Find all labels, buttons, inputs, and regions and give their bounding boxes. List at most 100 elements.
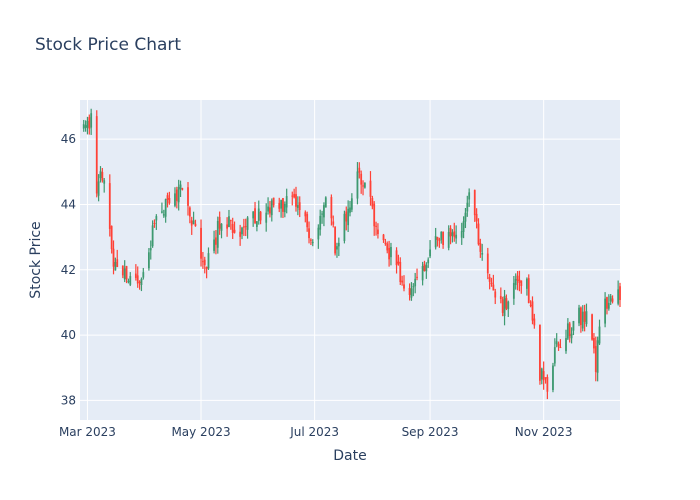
candle-body-decreasing xyxy=(116,259,119,267)
candle-body-increasing xyxy=(421,265,424,281)
candle-body-decreasing xyxy=(442,231,445,246)
candle-body-increasing xyxy=(317,227,320,240)
candle-body-decreasing xyxy=(190,220,193,226)
candle-body-decreasing xyxy=(229,220,232,222)
candle-body-decreasing xyxy=(306,214,309,228)
candle-body-increasing xyxy=(581,311,584,329)
candle-body-increasing xyxy=(609,296,612,302)
candle-body-decreasing xyxy=(226,224,229,229)
candle-body-increasing xyxy=(255,221,258,228)
candle-body-increasing xyxy=(503,296,506,317)
candle-body-decreasing xyxy=(108,183,111,229)
candle-body-increasing xyxy=(99,171,102,179)
candle-body-decreasing xyxy=(218,217,221,229)
candle-body-increasing xyxy=(164,199,167,217)
candle-body-decreasing xyxy=(125,266,128,280)
candle-body-increasing xyxy=(434,236,437,248)
candle-body-increasing xyxy=(323,205,325,218)
candle-body-decreasing xyxy=(375,225,377,227)
candle-body-decreasing xyxy=(606,297,608,309)
candle-body-increasing xyxy=(570,333,573,339)
candle-body-increasing xyxy=(455,234,458,239)
candle-body-increasing xyxy=(585,311,588,325)
x-axis-ticks: Mar 2023 May 2023 Jul 2023 Sep 2023 Nov 2023 xyxy=(59,425,573,439)
candle-body-increasing xyxy=(343,213,346,241)
candle-body-decreasing xyxy=(309,239,312,241)
candle-body-increasing xyxy=(390,246,392,258)
candle-body-increasing xyxy=(604,298,607,324)
candle-body-increasing xyxy=(466,202,469,212)
candle-body-decreasing xyxy=(403,284,405,289)
candle-body-increasing xyxy=(192,220,195,224)
candle-body-decreasing xyxy=(477,223,480,245)
candle-body-increasing xyxy=(336,246,338,250)
candle-body-decreasing xyxy=(194,223,197,227)
candle-body-decreasing xyxy=(239,231,242,237)
candle-body-increasing xyxy=(216,220,219,248)
candle-body-increasing xyxy=(90,113,93,128)
candle-body-decreasing xyxy=(397,261,400,264)
candle-body-increasing xyxy=(97,181,100,196)
candle-body-increasing xyxy=(356,171,359,199)
candle-body-decreasing xyxy=(200,227,202,259)
candle-body-increasing xyxy=(86,120,89,128)
y-axis-title: Stock Price xyxy=(28,221,44,298)
candle-body-increasing xyxy=(84,125,87,128)
x-tick-label: Sep 2023 xyxy=(402,425,459,439)
candle-body-decreasing xyxy=(168,197,171,204)
candle-body-decreasing xyxy=(593,338,595,349)
y-tick-label: 38 xyxy=(61,393,76,407)
candle-body-decreasing xyxy=(384,242,387,244)
candle-body-decreasing xyxy=(101,172,104,181)
y-axis-ticks: 38 40 42 44 46 xyxy=(61,132,76,407)
candle-body-increasing xyxy=(257,208,260,222)
candle-body-decreasing xyxy=(449,227,452,237)
candle-body-increasing xyxy=(114,261,117,271)
candle-body-decreasing xyxy=(269,207,271,214)
candle-body-decreasing xyxy=(153,223,156,225)
candle-body-decreasing xyxy=(486,253,489,274)
candle-body-increasing xyxy=(565,338,567,352)
candle-body-increasing xyxy=(349,207,351,213)
x-tick-label: May 2023 xyxy=(171,425,230,439)
candle-body-increasing xyxy=(103,180,106,184)
candle-body-increasing xyxy=(161,211,163,213)
candle-body-decreasing xyxy=(304,212,307,217)
x-tick-label: Jul 2023 xyxy=(289,425,339,439)
candle-body-increasing xyxy=(337,242,340,247)
candle-body-decreasing xyxy=(138,281,141,283)
candle-body-increasing xyxy=(347,208,350,226)
candle-body-decreasing xyxy=(399,261,402,283)
plot-area xyxy=(80,100,620,420)
x-tick-label: Nov 2023 xyxy=(515,425,573,439)
candle-body-decreasing xyxy=(539,324,541,381)
candle-body-decreasing xyxy=(490,282,493,285)
candle-body-decreasing xyxy=(568,323,571,337)
candle-body-increasing xyxy=(228,216,230,227)
candle-body-decreasing xyxy=(166,195,169,200)
candle-body-increasing xyxy=(414,278,417,287)
candle-body-decreasing xyxy=(438,239,441,241)
candle-body-increasing xyxy=(363,182,366,188)
candle-body-increasing xyxy=(464,212,467,222)
candle-body-increasing xyxy=(220,223,223,231)
candle-body-decreasing xyxy=(388,247,391,260)
candle-body-decreasing xyxy=(259,211,262,221)
candle-body-decreasing xyxy=(360,173,363,185)
candle-body-increasing xyxy=(129,276,132,285)
candle-body-decreasing xyxy=(175,189,178,201)
candle-body-decreasing xyxy=(505,298,508,309)
candle-body-increasing xyxy=(82,124,85,129)
candle-body-increasing xyxy=(555,341,558,345)
candle-body-decreasing xyxy=(345,211,348,222)
candle-body-increasing xyxy=(514,278,517,286)
candle-body-increasing xyxy=(427,259,430,264)
candle-body-increasing xyxy=(468,192,471,200)
candle-body-increasing xyxy=(481,252,484,255)
candle-body-decreasing xyxy=(382,234,385,241)
candle-body-decreasing xyxy=(533,318,536,326)
candle-body-decreasing xyxy=(181,188,184,190)
candle-body-decreasing xyxy=(499,296,502,299)
candle-body-increasing xyxy=(410,288,413,298)
candle-body-decreasing xyxy=(529,304,532,306)
